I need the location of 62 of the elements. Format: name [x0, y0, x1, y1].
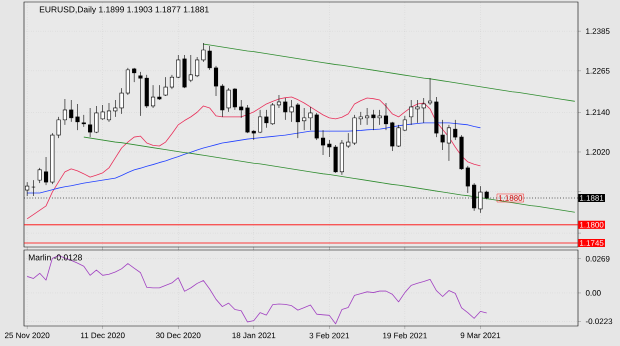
candlestick: [358, 112, 363, 126]
candlestick: [94, 106, 98, 134]
candlestick: [88, 108, 92, 138]
candlestick: [208, 46, 212, 70]
candlestick: [239, 100, 244, 118]
candlestick: [113, 100, 118, 118]
candlestick: [170, 74, 174, 90]
candlestick: [308, 106, 313, 130]
candlestick: [327, 140, 332, 158]
candlestick: [138, 72, 143, 116]
candlestick: [69, 100, 74, 122]
candlestick: [157, 84, 162, 100]
candlestick: [289, 100, 294, 122]
candlestick: [201, 42, 206, 62]
candlestick: [453, 120, 458, 140]
candlestick: [188, 54, 193, 82]
candlestick: [176, 54, 180, 78]
candlestick: [220, 84, 224, 118]
candlestick: [270, 102, 275, 126]
candlestick: [232, 88, 237, 110]
candlestick: [440, 120, 445, 150]
candlestick: [150, 84, 156, 108]
candlestick: [371, 110, 376, 130]
candlestick: [346, 132, 350, 148]
candlestick: [415, 100, 420, 124]
candlestick: [252, 130, 256, 140]
candlestick: [396, 124, 401, 148]
candlestick: [283, 98, 288, 120]
candlestick: [126, 68, 130, 96]
candlestick: [390, 122, 394, 152]
candlestick: [258, 110, 262, 134]
candlestick: [75, 104, 80, 130]
candlestick: [384, 102, 388, 130]
line-series: [26, 255, 488, 324]
candlestick: [314, 112, 319, 140]
candlestick: [120, 88, 124, 114]
candlestick: [62, 98, 67, 126]
chart-title: EURUSD,Daily 1.1899 1.1903 1.1877 1.1881: [40, 6, 209, 14]
candlestick: [226, 88, 231, 112]
candlestick: [100, 104, 105, 120]
candlestick: [409, 100, 414, 126]
candlestick: [264, 110, 268, 128]
candlestick: [422, 98, 426, 124]
candlestick: [195, 56, 200, 78]
candlestick: [38, 168, 42, 184]
candlestick: [402, 116, 407, 132]
candlestick: [214, 66, 218, 96]
candlestick: [428, 78, 432, 106]
candlestick: [302, 108, 306, 130]
candlestick: [378, 110, 382, 126]
candlestick: [320, 130, 326, 156]
candlestick: [56, 116, 61, 138]
candlestick: [365, 108, 370, 126]
candlestick: [132, 68, 136, 82]
candlestick: [466, 166, 470, 194]
candlestick: [82, 114, 86, 128]
candlestick: [44, 156, 48, 186]
candlestick: [164, 76, 168, 96]
candlestick: [106, 102, 112, 122]
candlestick: [296, 102, 300, 138]
candlestick: [446, 124, 452, 162]
candlestick: [276, 94, 282, 108]
